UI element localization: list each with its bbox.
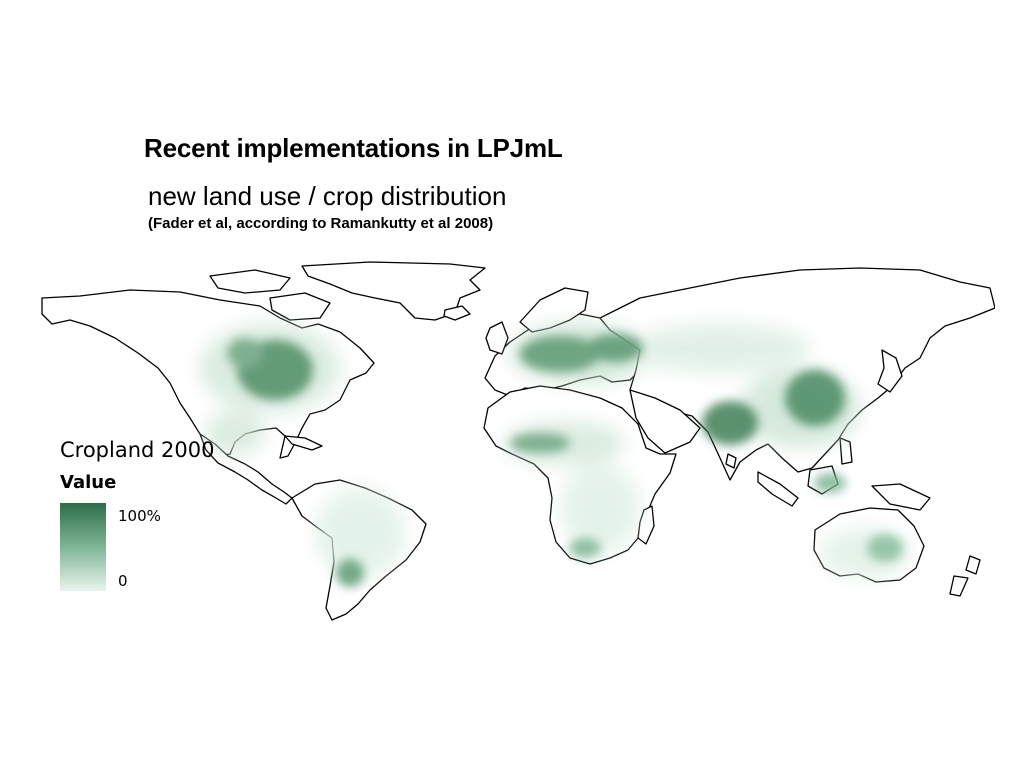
madagascar [637, 505, 655, 545]
arabian-peninsula [629, 389, 701, 454]
philippines [839, 437, 853, 465]
cropland-density [200, 323, 910, 587]
iceland [443, 305, 471, 321]
new-zealand-south [949, 575, 969, 597]
sumatra [757, 471, 799, 507]
japan [877, 349, 903, 393]
slide-subtitle: new land use / crop distribution [148, 181, 507, 211]
caribbean [284, 435, 323, 451]
arctic-islands-2 [269, 292, 331, 321]
arctic-islands-1 [209, 269, 291, 294]
slide-title: Recent implementations in LPJmL [144, 133, 563, 163]
british-isles [485, 321, 509, 355]
legend-color-ramp [60, 503, 106, 591]
new-guinea [871, 483, 931, 511]
legend-title: Cropland 2000 [60, 438, 215, 462]
world-cropland-map [41, 261, 995, 621]
legend-value-label: Value [60, 472, 117, 493]
sri-lanka [725, 453, 737, 469]
legend-max-label: 100% [118, 507, 161, 525]
source-citation: (Fader et al, according to Ramankutty et… [148, 215, 494, 232]
new-zealand [965, 555, 981, 575]
legend-min-label: 0 [118, 572, 128, 590]
